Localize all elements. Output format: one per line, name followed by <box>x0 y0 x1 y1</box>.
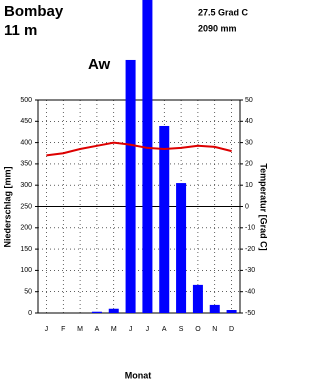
y2-tick-label: 20 <box>245 161 253 168</box>
y-tick-label: 50 <box>24 289 32 296</box>
y-tick-label: 300 <box>20 182 32 189</box>
x-tick-label: D <box>229 326 234 333</box>
y2-tick-label: -30 <box>245 267 255 274</box>
bar <box>108 308 119 313</box>
y2-tick-label: 40 <box>245 118 253 125</box>
y2-tick-label: 10 <box>245 182 253 189</box>
x-tick-label: J <box>45 326 49 333</box>
station: Bombay <box>4 3 64 20</box>
x-tick-label: N <box>212 326 217 333</box>
bar <box>209 304 220 313</box>
y-tick-label: 400 <box>20 139 32 146</box>
y-tick-label: 250 <box>20 203 32 210</box>
y-tick-label: 100 <box>20 267 32 274</box>
elevation: 11 m <box>4 22 37 39</box>
bar <box>91 311 102 313</box>
x-tick-label: A <box>162 326 167 333</box>
x-tick-label: S <box>179 326 184 333</box>
y-tick-label: 500 <box>20 97 32 104</box>
x-tick-label: J <box>129 326 133 333</box>
bar <box>125 59 136 314</box>
x-tick-label: O <box>195 326 201 333</box>
x-tick-label: F <box>61 326 65 333</box>
y2-tick-label: -50 <box>245 310 255 317</box>
y2-tick-label: 30 <box>245 139 253 146</box>
bar <box>192 284 203 313</box>
bar <box>159 125 170 314</box>
y-tick-label: 350 <box>20 161 32 168</box>
y2-axis-label: Temperatur [Grad C] <box>259 163 269 250</box>
temperature-line <box>46 141 232 157</box>
y-tick-label: 150 <box>20 246 32 253</box>
bar <box>226 310 237 313</box>
bar <box>142 0 153 313</box>
chart: Bombay 11 m 27.5 Grad C 2090 mm Aw Monat… <box>2 0 269 380</box>
annual-precipitation: 2090 mm <box>198 23 237 33</box>
y-tick-label: 200 <box>20 225 32 232</box>
x-tick-label: M <box>77 326 83 333</box>
y2-tick-label: 50 <box>245 97 253 104</box>
y-tick-label: 0 <box>28 310 32 317</box>
y-tick-label: 450 <box>20 118 32 125</box>
climate-class: Aw <box>88 56 111 73</box>
x-tick-label: A <box>95 326 100 333</box>
x-tick-label: M <box>111 326 117 333</box>
y2-tick-label: 0 <box>245 203 249 210</box>
y-axis-label: Niederschlag [mm] <box>2 166 12 247</box>
x-tick-label: J <box>146 326 150 333</box>
x-axis-label: Monat <box>125 370 152 380</box>
mean-temperature: 27.5 Grad C <box>198 7 249 17</box>
y2-tick-label: -10 <box>245 225 255 232</box>
bar <box>176 183 187 313</box>
y2-tick-label: -40 <box>245 289 255 296</box>
y2-tick-label: -20 <box>245 246 255 253</box>
